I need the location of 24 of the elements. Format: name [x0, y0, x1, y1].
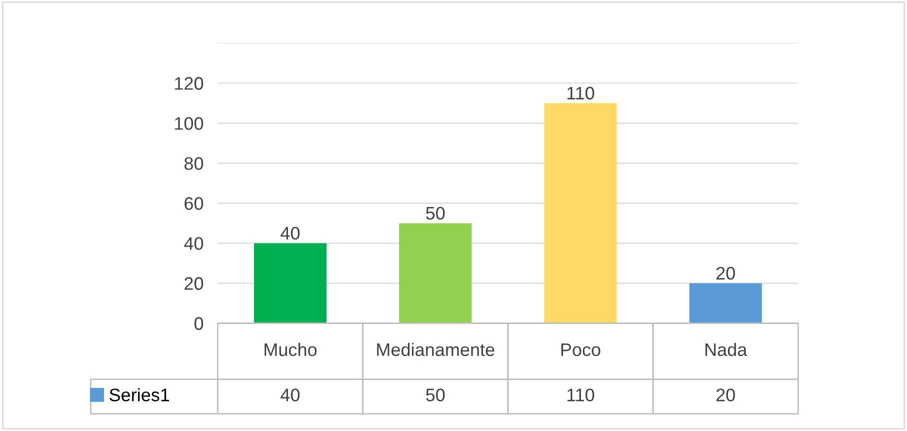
data-label: 110	[567, 86, 594, 100]
legend-label: Series1	[110, 388, 170, 402]
y-tick-label: 120	[175, 77, 204, 90]
x-tick-label: Nada	[706, 342, 748, 356]
text: 50	[426, 388, 445, 402]
x-tick-label: Medianamente	[377, 342, 494, 356]
data-label: 20	[716, 266, 735, 280]
y-tick-label: 60	[184, 197, 204, 210]
bar	[689, 283, 762, 324]
y-tick-label: 0	[194, 317, 204, 330]
y-tick-label: 100	[175, 117, 204, 130]
x-tick-label: Poco	[561, 344, 600, 356]
text: 20	[716, 388, 735, 402]
text: 110	[567, 388, 594, 402]
y-tick-label: 80	[184, 157, 204, 170]
y-tick-label: 20	[184, 277, 204, 290]
x-tick-label: Mucho	[264, 342, 317, 356]
data-label: 50	[426, 206, 445, 220]
y-tick-label: 40	[184, 237, 204, 250]
data-label: 40	[280, 226, 300, 240]
bar	[544, 103, 617, 324]
bar	[399, 223, 472, 324]
text: 40	[280, 388, 300, 402]
bar	[254, 243, 327, 324]
